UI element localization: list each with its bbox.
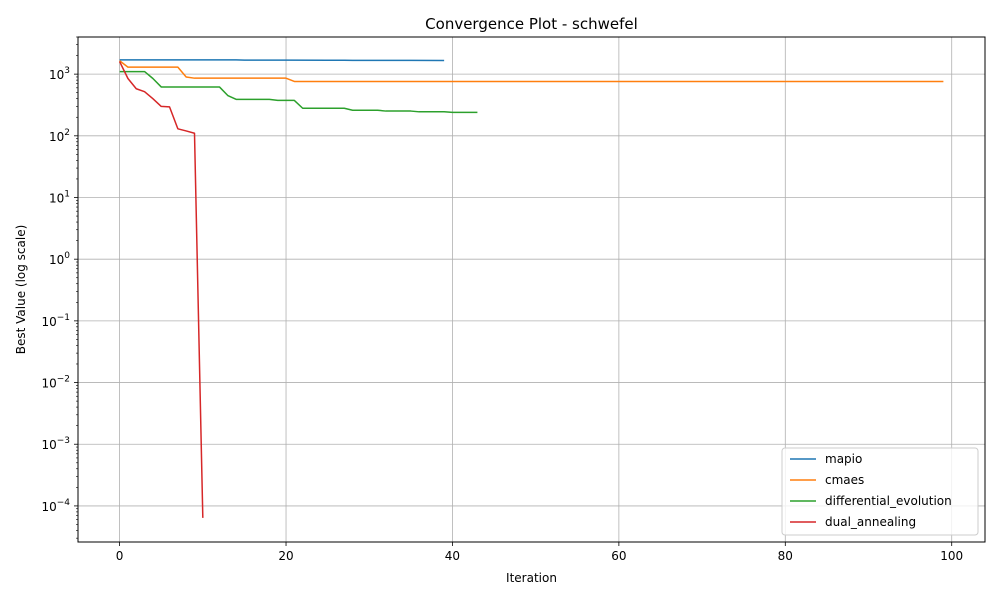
x-tick-label: 0 (116, 549, 124, 563)
legend-label: dual_annealing (825, 515, 916, 529)
legend-label: cmaes (825, 473, 864, 487)
y-tick-label: 10−3 (41, 436, 70, 452)
y-tick-base: 10 (49, 253, 64, 267)
y-tick-base: 10 (41, 438, 56, 452)
legend-box (781, 447, 979, 536)
legend: mapio cmaes differential_evolution dual_ann… (781, 447, 979, 536)
chart-title: Convergence Plot - schwefel (425, 15, 638, 33)
y-tick-exponent: 3 (64, 66, 70, 76)
y-tick-exponent: −1 (57, 313, 70, 323)
y-tick-base: 10 (49, 68, 64, 82)
y-tick-exponent: 2 (64, 128, 70, 138)
grid-layer (78, 37, 985, 542)
y-tick-exponent: −4 (57, 498, 71, 508)
y-tick-exponent: 1 (64, 190, 70, 200)
y-tick-base: 10 (41, 315, 56, 329)
series-line-mapio (119, 59, 445, 62)
y-axis-label: Best Value (log scale) (14, 225, 28, 355)
x-tick-label: 20 (278, 549, 293, 563)
y-tick-label: 101 (49, 190, 70, 206)
x-tick-label: 60 (611, 549, 626, 563)
x-tick-label: 100 (940, 549, 963, 563)
y-tick-base: 10 (49, 192, 64, 206)
y-tick-label: 103 (49, 66, 70, 82)
y-tick-label: 100 (49, 251, 70, 267)
series-line-differential-evolution (119, 70, 478, 114)
x-tick-label: 40 (445, 549, 460, 563)
series-layer (118, 59, 944, 518)
y-tick-exponent: −3 (57, 436, 70, 446)
x-tick-label: 80 (778, 549, 793, 563)
y-tick-exponent: −2 (57, 375, 70, 385)
y-tick-base: 10 (49, 130, 64, 144)
axes-frame (77, 36, 986, 543)
y-tick-label: 102 (49, 128, 70, 144)
legend-label: mapio (825, 452, 862, 466)
y-tick-label: 10−4 (41, 498, 70, 514)
y-tick-base: 10 (41, 377, 56, 391)
y-tick-base: 10 (41, 500, 56, 514)
series-line-dual-annealing (118, 61, 204, 518)
x-axis-label: Iteration (506, 571, 557, 585)
y-tick-exponent: 0 (64, 251, 70, 261)
y-tick-label: 10−1 (41, 313, 70, 329)
series-line-cmaes (119, 60, 944, 83)
legend-label: differential_evolution (825, 494, 952, 508)
y-tick-label: 10−2 (41, 375, 70, 391)
